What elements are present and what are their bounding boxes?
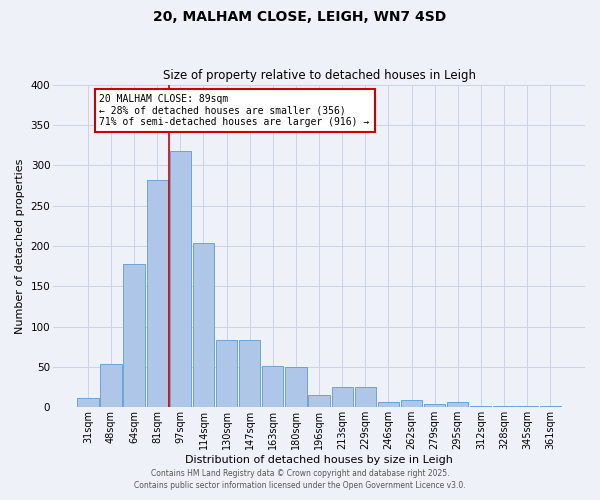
Text: 20, MALHAM CLOSE, LEIGH, WN7 4SD: 20, MALHAM CLOSE, LEIGH, WN7 4SD xyxy=(154,10,446,24)
Bar xyxy=(470,406,491,407)
Bar xyxy=(493,406,515,408)
Bar xyxy=(124,264,145,408)
Bar xyxy=(262,366,283,408)
Bar xyxy=(447,402,469,407)
X-axis label: Distribution of detached houses by size in Leigh: Distribution of detached houses by size … xyxy=(185,455,453,465)
Bar xyxy=(193,242,214,408)
Bar xyxy=(170,150,191,408)
Bar xyxy=(517,406,538,408)
Text: 20 MALHAM CLOSE: 89sqm
← 28% of detached houses are smaller (356)
71% of semi-de: 20 MALHAM CLOSE: 89sqm ← 28% of detached… xyxy=(100,94,370,128)
Bar xyxy=(77,398,98,407)
Bar xyxy=(308,395,329,407)
Bar xyxy=(216,340,237,407)
Bar xyxy=(355,387,376,407)
Bar xyxy=(332,387,353,407)
Text: Contains HM Land Registry data © Crown copyright and database right 2025.
Contai: Contains HM Land Registry data © Crown c… xyxy=(134,468,466,490)
Bar xyxy=(239,340,260,407)
Bar xyxy=(401,400,422,407)
Bar xyxy=(100,364,122,408)
Bar xyxy=(424,404,445,407)
Title: Size of property relative to detached houses in Leigh: Size of property relative to detached ho… xyxy=(163,69,476,82)
Bar xyxy=(378,402,399,407)
Bar xyxy=(285,367,307,408)
Bar xyxy=(539,406,561,408)
Y-axis label: Number of detached properties: Number of detached properties xyxy=(15,158,25,334)
Bar xyxy=(146,180,168,408)
